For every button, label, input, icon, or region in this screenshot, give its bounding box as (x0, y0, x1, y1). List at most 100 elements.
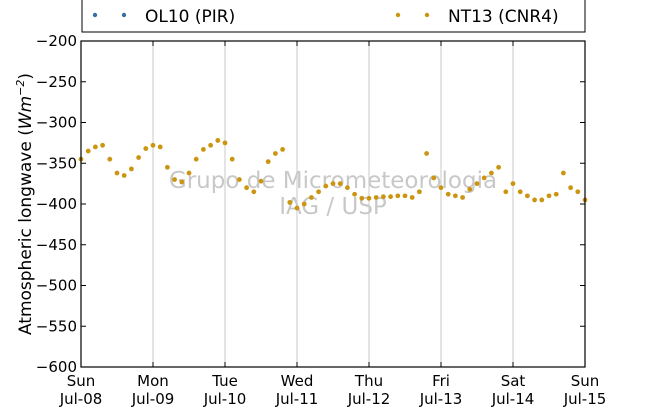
y-tick-label: −300 (36, 114, 77, 132)
data-point-series-1 (265, 159, 271, 165)
data-point-series-1 (453, 193, 458, 199)
watermark-line-1: Grupo de Micrometeorologia (169, 168, 497, 194)
data-point-series-1 (186, 170, 192, 176)
data-point-series-1 (244, 185, 250, 191)
data-point-series-1 (100, 142, 105, 148)
x-tick-label-date: Jul-10 (203, 390, 247, 408)
legend-label-ol10: OL10 (PIR) (145, 7, 235, 27)
data-point-series-1 (280, 146, 285, 152)
x-tick-label-day: Wed (281, 372, 314, 390)
data-point-series-1 (208, 142, 214, 148)
y-axis-label-suffix: ) (16, 73, 36, 80)
y-tick-label: −400 (36, 195, 77, 213)
y-tick-label: −250 (36, 73, 77, 91)
data-point-series-1 (287, 199, 293, 205)
y-axis-label: Atmospheric longwave (Wm−2) (14, 73, 36, 335)
x-tick-label-date: Jul-11 (275, 390, 319, 408)
data-point-series-1 (553, 191, 559, 197)
x-tick-label-date: Jul-14 (491, 390, 535, 408)
x-tick-label-date: Jul-15 (563, 390, 607, 408)
plot-frame (80, 40, 586, 368)
data-point-series-1 (546, 193, 552, 199)
data-point-series-1 (409, 195, 415, 200)
data-point-series-1 (366, 195, 372, 201)
y-tick-label: −500 (36, 277, 77, 295)
data-point-series-1 (172, 177, 178, 182)
data-point-series-1 (215, 138, 221, 143)
data-point-series-1 (481, 175, 487, 181)
data-point-series-1 (467, 186, 473, 192)
data-point-series-1 (460, 195, 465, 200)
x-tick-label-date: Jul-13 (419, 390, 463, 408)
data-point-series-1 (157, 144, 163, 150)
x-tick-label-date: Jul-09 (131, 390, 175, 408)
legend-label-nt13: NT13 (CNR4) (448, 7, 559, 27)
data-point-series-1 (525, 193, 530, 199)
x-tick-label-date: Jul-12 (347, 390, 391, 408)
data-point-series-1 (316, 189, 321, 195)
data-point-series-1 (517, 189, 523, 195)
data-point-series-1 (85, 148, 91, 154)
data-point-series-1 (474, 181, 480, 187)
x-tick-label-day: Sat (501, 372, 526, 390)
data-points (78, 138, 588, 211)
x-tick-label-day: Tue (211, 372, 238, 390)
data-point-series-1 (568, 185, 573, 191)
data-point-series-1 (539, 197, 545, 203)
data-point-series-1 (301, 201, 307, 207)
data-point-series-1 (561, 170, 566, 176)
data-point-series-1 (229, 156, 235, 162)
data-point-series-1 (201, 146, 206, 152)
data-point-series-1 (445, 191, 451, 197)
legend: OL10 (PIR) NT13 (CNR4) (81, 0, 586, 33)
data-point-series-1 (431, 175, 437, 181)
axis-ticks: SunJul-08MonJul-09TueJul-10WedJul-11ThuJ… (36, 32, 607, 408)
legend-marker-nt13 (424, 12, 430, 18)
data-point-series-1 (165, 164, 170, 170)
y-axis-label-prefix: Atmospheric longwave ( (16, 129, 36, 335)
data-point-series-1 (402, 193, 408, 199)
x-tick-label-day: Sun (571, 372, 600, 390)
data-point-series-1 (237, 177, 242, 182)
data-point-series-1 (143, 146, 149, 151)
data-point-series-1 (337, 181, 343, 187)
legend-marker-ol10 (121, 12, 127, 18)
grid (152, 41, 514, 367)
data-point-series-1 (503, 189, 509, 195)
legend-marker-nt13 (395, 12, 401, 18)
data-point-series-1 (294, 205, 300, 211)
x-tick-label-day: Mon (137, 372, 169, 390)
data-point-series-1 (381, 194, 386, 200)
y-tick-label: −600 (36, 358, 77, 376)
data-point-series-1 (359, 195, 365, 201)
data-point-series-1 (345, 185, 350, 191)
data-point-series-1 (489, 170, 494, 176)
data-point-series-1 (352, 191, 357, 197)
data-point-series-1 (309, 195, 314, 200)
data-point-series-1 (323, 183, 329, 189)
data-point-series-1 (258, 178, 264, 184)
data-point-series-1 (273, 151, 278, 156)
legend-box (81, 0, 586, 33)
y-tick-label: −450 (36, 236, 77, 254)
data-point-series-1 (222, 140, 228, 146)
data-point-series-1 (93, 144, 98, 150)
data-point-series-1 (251, 189, 257, 195)
legend-marker-ol10 (92, 12, 98, 18)
data-point-series-1 (424, 151, 429, 156)
y-axis-label-unit-exponent: −2 (14, 80, 27, 96)
data-point-series-1 (136, 155, 142, 160)
x-tick-label-day: Sun (67, 372, 96, 390)
data-point-series-1 (179, 179, 185, 185)
data-point-series-1 (150, 142, 156, 148)
x-tick-label-day: Fri (432, 372, 450, 390)
y-tick-label: −350 (36, 154, 77, 172)
y-axis-label-unit: Wm (16, 96, 36, 129)
data-point-series-1 (438, 185, 444, 191)
data-point-series-1 (330, 181, 336, 187)
data-point-series-1 (193, 156, 199, 162)
data-point-series-1 (510, 181, 516, 187)
data-point-series-1 (532, 197, 537, 203)
y-tick-label: −550 (36, 317, 77, 335)
